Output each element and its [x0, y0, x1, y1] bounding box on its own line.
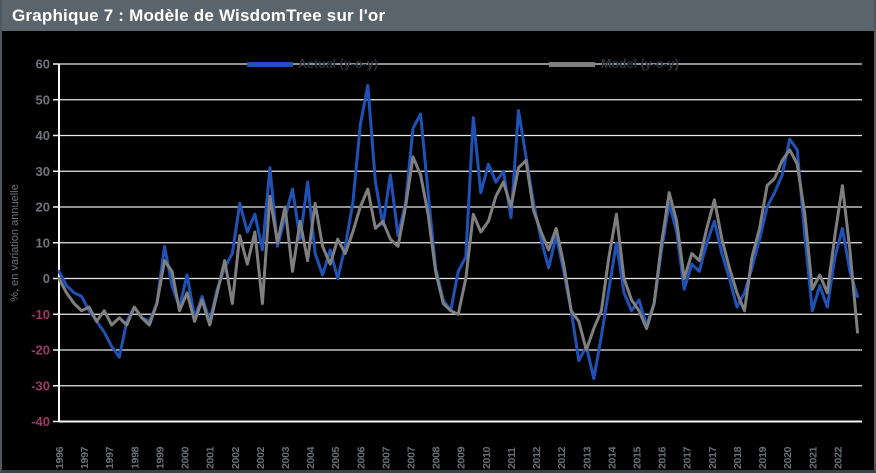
x-tick-label: 2002 — [255, 446, 267, 469]
x-tick-label: 2019 — [757, 446, 769, 469]
y-tick-label: 10 — [36, 235, 50, 250]
x-tick-label: 2006 — [355, 446, 367, 469]
x-tick-label: 2009 — [456, 446, 468, 469]
x-tick-label: 2013 — [581, 446, 593, 469]
x-tick-label: 2005 — [330, 446, 342, 469]
y-tick-label: 30 — [36, 164, 50, 179]
legend-marker-actual-icon — [247, 62, 293, 67]
x-tick-label: 2008 — [431, 446, 443, 469]
x-tick-label: 2001 — [205, 446, 217, 469]
x-tick-label: 2003 — [280, 446, 292, 469]
y-tick-label: -10 — [31, 307, 50, 322]
x-tick-label: 1999 — [154, 446, 166, 469]
x-tick-label: 2020 — [782, 446, 794, 469]
x-tick-label: 2018 — [732, 446, 744, 469]
x-tick-label: 2015 — [631, 446, 643, 469]
y-tick-label: 50 — [36, 92, 50, 107]
y-tick-label: 0 — [43, 271, 50, 286]
x-tick-label: 2021 — [807, 446, 819, 469]
y-tick-label: 20 — [36, 200, 50, 215]
x-tick-label: 1996 — [54, 446, 66, 469]
x-tick-label: 2010 — [481, 446, 493, 469]
x-tick-label: 2002 — [230, 446, 242, 469]
legend-label-actual: Actual (y-o-y) — [298, 57, 378, 71]
x-tick-label: 2022 — [832, 446, 844, 469]
series-line-actual — [57, 84, 859, 381]
y-tick-label: 60 — [36, 57, 50, 72]
x-tick-label: 2016 — [657, 446, 669, 469]
x-tick-label: 2012 — [531, 446, 543, 469]
series-line-model — [57, 148, 859, 352]
x-tick-label: 2007 — [406, 446, 418, 469]
y-tick-label: -30 — [31, 378, 50, 393]
x-tick-label: 2007 — [380, 446, 392, 469]
x-tick-label: 2014 — [606, 446, 618, 469]
y-tick-label: -20 — [31, 343, 50, 358]
y-tick-label: -40 — [31, 414, 50, 429]
x-tick-label: 2011 — [506, 447, 518, 469]
x-tick-label: 1997 — [104, 446, 116, 469]
x-tick-label: 2000 — [180, 446, 192, 469]
x-tick-label: 2012 — [556, 446, 568, 469]
x-tick-label: 2017 — [707, 446, 719, 469]
x-tick-label: 2017 — [682, 446, 694, 469]
x-tick-label: 1997 — [79, 446, 91, 469]
legend-marker-model-icon — [549, 62, 595, 67]
x-tick-label: 2004 — [305, 446, 317, 469]
y-tick-label: 40 — [36, 128, 50, 143]
legend-label-model: Model (y-o-y) — [601, 57, 679, 71]
y-axis-title: %, en variation annuelle — [9, 184, 21, 302]
chart-title: Graphique 7 : Modèle de WisdomTree sur l… — [2, 0, 874, 31]
x-tick-label: 1998 — [129, 446, 141, 469]
